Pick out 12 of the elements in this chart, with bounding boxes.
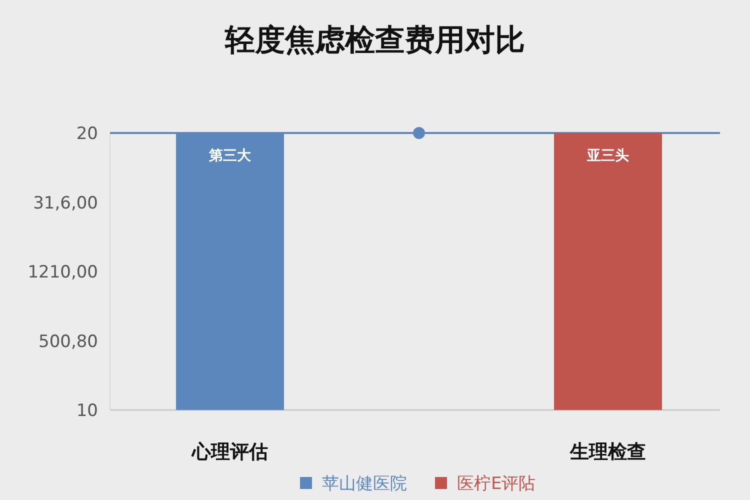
- annotation: 第三大: [208, 148, 252, 164]
- legend-label: 苹山健医院: [322, 474, 407, 494]
- legend-label: 医柠E评阽: [457, 474, 536, 494]
- text: 20: [76, 124, 98, 144]
- text: 1210,00: [28, 262, 98, 282]
- text: 31,6,00: [33, 193, 98, 214]
- chart-title: 轻度焦虑检查费用对比: [224, 23, 525, 58]
- x-tick-label: 生理检查: [569, 441, 646, 463]
- text: 500,80: [38, 332, 98, 352]
- text: 10: [76, 401, 98, 421]
- x-tick-label: 心理评估: [191, 441, 268, 463]
- annotation: 亚三头: [586, 148, 629, 164]
